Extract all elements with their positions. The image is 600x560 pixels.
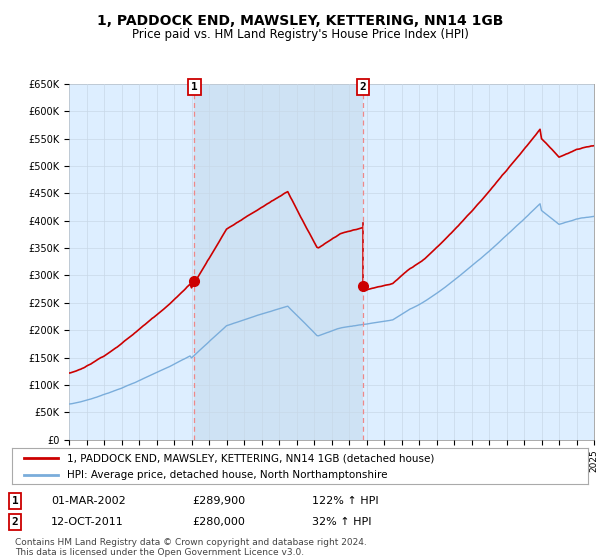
Text: 01-MAR-2002: 01-MAR-2002 — [51, 496, 126, 506]
Text: Contains HM Land Registry data © Crown copyright and database right 2024.
This d: Contains HM Land Registry data © Crown c… — [15, 538, 367, 557]
Text: 12-OCT-2011: 12-OCT-2011 — [51, 517, 124, 527]
Text: £289,900: £289,900 — [192, 496, 245, 506]
Text: Price paid vs. HM Land Registry's House Price Index (HPI): Price paid vs. HM Land Registry's House … — [131, 28, 469, 41]
Text: 2: 2 — [359, 82, 366, 92]
Text: £280,000: £280,000 — [192, 517, 245, 527]
Text: 1: 1 — [11, 496, 19, 506]
Bar — [194, 84, 363, 440]
Text: 1, PADDOCK END, MAWSLEY, KETTERING, NN14 1GB (detached house): 1, PADDOCK END, MAWSLEY, KETTERING, NN14… — [67, 453, 434, 463]
Text: 1: 1 — [191, 82, 198, 92]
Text: 1, PADDOCK END, MAWSLEY, KETTERING, NN14 1GB: 1, PADDOCK END, MAWSLEY, KETTERING, NN14… — [97, 14, 503, 28]
Text: 32% ↑ HPI: 32% ↑ HPI — [312, 517, 371, 527]
Text: 122% ↑ HPI: 122% ↑ HPI — [312, 496, 379, 506]
Text: HPI: Average price, detached house, North Northamptonshire: HPI: Average price, detached house, Nort… — [67, 470, 387, 480]
Text: 2: 2 — [11, 517, 19, 527]
